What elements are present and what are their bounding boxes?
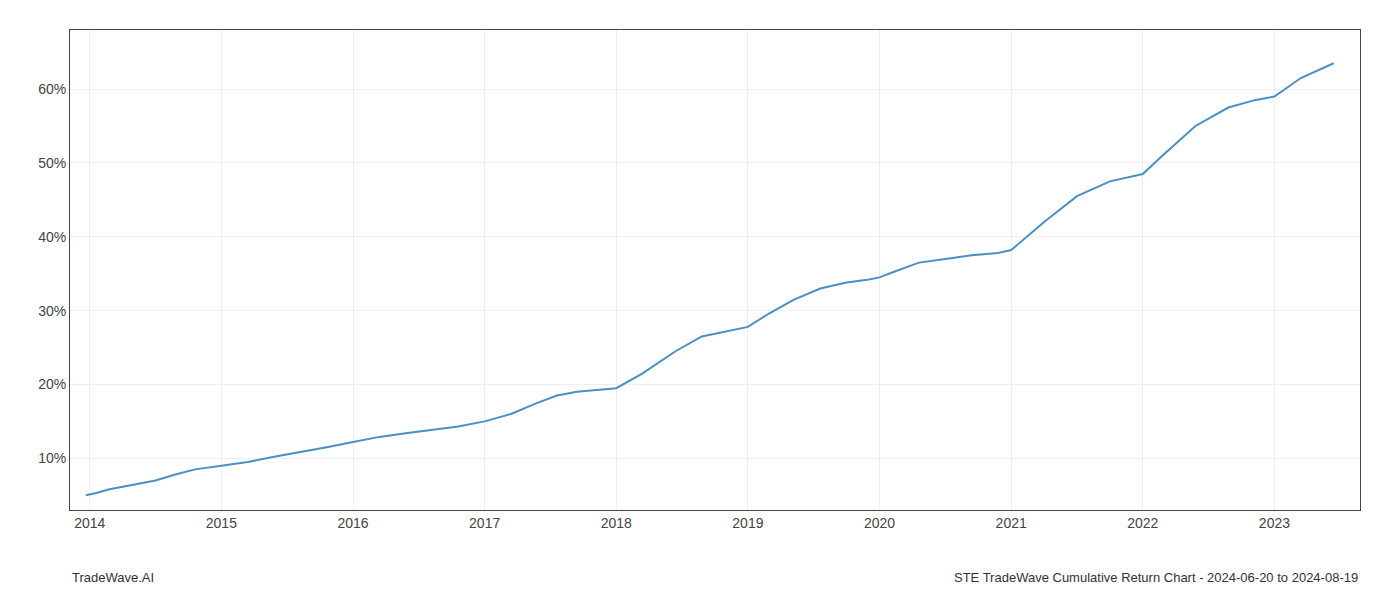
svg-text:10%: 10% [38, 450, 66, 466]
svg-text:TradeWave.AI: TradeWave.AI [72, 570, 154, 585]
svg-text:30%: 30% [38, 303, 66, 319]
svg-text:40%: 40% [38, 229, 66, 245]
svg-text:2022: 2022 [1127, 515, 1158, 531]
svg-text:2017: 2017 [469, 515, 500, 531]
svg-text:2023: 2023 [1259, 515, 1290, 531]
svg-text:2021: 2021 [996, 515, 1027, 531]
svg-text:60%: 60% [38, 81, 66, 97]
svg-text:2014: 2014 [74, 515, 105, 531]
svg-text:50%: 50% [38, 155, 66, 171]
svg-text:20%: 20% [38, 376, 66, 392]
svg-text:2015: 2015 [206, 515, 237, 531]
svg-text:2019: 2019 [732, 515, 763, 531]
svg-text:2018: 2018 [601, 515, 632, 531]
svg-text:STE TradeWave Cumulative Retur: STE TradeWave Cumulative Return Chart - … [954, 570, 1358, 585]
svg-text:2020: 2020 [864, 515, 895, 531]
svg-text:2016: 2016 [337, 515, 368, 531]
